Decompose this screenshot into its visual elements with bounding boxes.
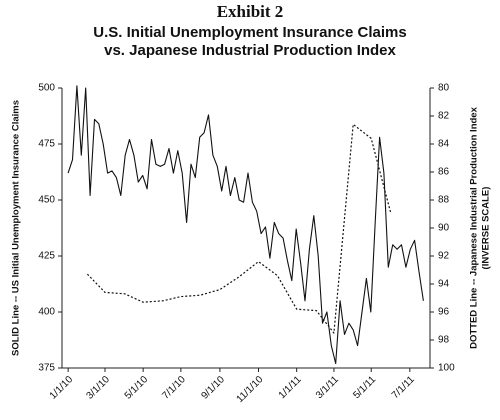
y2-axis-label: (INVERSE SCALE) bbox=[481, 187, 492, 270]
y2-tick-label: 86 bbox=[438, 167, 450, 178]
data-line bbox=[67, 85, 424, 365]
y2-tick-label: 84 bbox=[438, 139, 450, 150]
y-axis-label: SOLID Line -- US Initial Unemployment In… bbox=[11, 100, 22, 356]
x-tick-label: 3/1/10 bbox=[85, 374, 113, 402]
y-tick-label: 400 bbox=[38, 307, 55, 318]
y-tick-label: 375 bbox=[38, 363, 55, 374]
y-tick-label: 425 bbox=[38, 251, 55, 262]
chart-subtitle: U.S. Initial Unemployment Insurance Clai… bbox=[93, 24, 406, 41]
data-line bbox=[86, 123, 392, 334]
y2-tick-label: 88 bbox=[438, 195, 450, 206]
chart-subtitle: vs. Japanese Industrial Production Index bbox=[104, 42, 396, 59]
y-tick-label: 450 bbox=[38, 195, 55, 206]
y-tick-label: 500 bbox=[38, 83, 55, 94]
y2-tick-label: 98 bbox=[438, 335, 450, 346]
x-tick-label: 1/1/11 bbox=[277, 374, 304, 401]
x-tick-label: 11/1/10 bbox=[235, 374, 266, 405]
y2-tick-label: 90 bbox=[438, 223, 450, 234]
x-tick-label: 1/1/10 bbox=[48, 374, 76, 402]
x-tick-label: 7/1/11 bbox=[390, 374, 417, 401]
x-tick-label: 5/1/11 bbox=[351, 374, 378, 401]
chart-title: Exhibit 2 bbox=[217, 2, 284, 21]
x-tick-label: 7/1/10 bbox=[160, 374, 188, 402]
y2-tick-label: 100 bbox=[438, 363, 455, 374]
y2-tick-label: 82 bbox=[438, 111, 450, 122]
y2-tick-label: 96 bbox=[438, 307, 450, 318]
y2-tick-label: 92 bbox=[438, 251, 450, 262]
y2-axis-label: DOTTED Line -- Japanese Industrial Produ… bbox=[469, 106, 480, 348]
x-tick-label: 9/1/10 bbox=[199, 374, 227, 402]
x-tick-label: 5/1/10 bbox=[123, 374, 151, 402]
x-tick-label: 3/1/11 bbox=[314, 374, 341, 401]
y2-tick-label: 94 bbox=[438, 279, 450, 290]
y2-tick-label: 80 bbox=[438, 83, 450, 94]
y-tick-label: 475 bbox=[38, 139, 55, 150]
